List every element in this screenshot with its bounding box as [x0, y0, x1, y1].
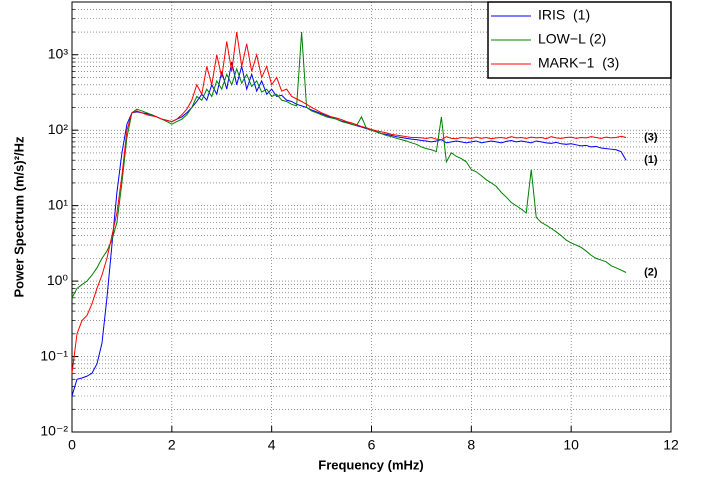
legend-box — [487, 1, 672, 79]
series-line — [71, 31, 627, 374]
series-line — [71, 31, 627, 299]
series — [71, 31, 627, 374]
plot-frame — [71, 1, 672, 433]
legend-label: IRIS (1) — [538, 7, 590, 23]
x-tick-label: 8 — [467, 437, 475, 453]
x-tick-label: 12 — [663, 437, 679, 453]
y-tick-label: 10⁻¹ — [40, 347, 68, 363]
x-tick-label: 10 — [563, 437, 579, 453]
y-tick-label: 10⁰ — [47, 272, 69, 288]
y-tick-label: 10³ — [48, 45, 69, 61]
x-tick-label: 4 — [268, 437, 276, 453]
x-tick-label: 2 — [168, 437, 176, 453]
series-end-label: (1) — [644, 154, 658, 166]
y-axis-label: Power Spectrum (m/s)²/Hz — [11, 136, 26, 298]
legend-label: LOW−L (2) — [538, 31, 606, 47]
series-end-label: (2) — [644, 266, 658, 278]
y-tick-label: 10² — [48, 121, 69, 137]
series-end-label: (3) — [644, 131, 658, 143]
y-tick-label: 10⁻² — [40, 423, 68, 439]
series — [71, 31, 627, 299]
legend-label: MARK−1 (3) — [538, 55, 619, 71]
y-tick-label: 10¹ — [48, 196, 69, 212]
x-axis-label: Frequency (mHz) — [318, 457, 423, 472]
x-tick-label: 6 — [368, 437, 376, 453]
x-tick-label: 0 — [68, 437, 76, 453]
